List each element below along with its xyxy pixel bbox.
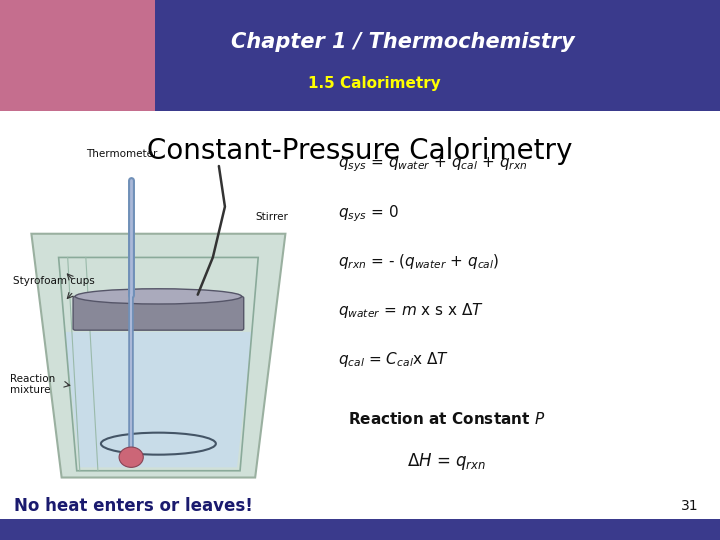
Text: Thermometer: Thermometer [86,149,158,159]
Polygon shape [65,332,252,467]
Text: Reaction
mixture: Reaction mixture [10,374,55,395]
Text: $\Delta$$H$ = $q_{rxn}$: $\Delta$$H$ = $q_{rxn}$ [407,451,486,472]
Text: 31: 31 [681,499,698,513]
Text: $q_{cal}$ = $C_{cal}$x $\Delta$$T$: $q_{cal}$ = $C_{cal}$x $\Delta$$T$ [338,349,449,369]
Text: $q_{water}$ = $m$ x s x $\Delta$$T$: $q_{water}$ = $m$ x s x $\Delta$$T$ [338,301,485,320]
Text: Constant-Pressure Calorimetry: Constant-Pressure Calorimetry [148,137,572,165]
Bar [0,0,155,111]
Bar [0,0,720,111]
Text: Stirrer: Stirrer [255,212,288,222]
Text: $q_{sys}$ = $q_{water}$ + $q_{cal}$ + $q_{rxn}$: $q_{sys}$ = $q_{water}$ + $q_{cal}$ + $q… [338,156,528,174]
Text: Chapter 1 / Thermochemistry: Chapter 1 / Thermochemistry [231,32,575,52]
Text: 1.5 Calorimetry: 1.5 Calorimetry [308,76,441,91]
Ellipse shape [75,289,242,304]
Polygon shape [32,234,285,477]
Text: No heat enters or leaves!: No heat enters or leaves! [14,497,253,515]
Bar [0,519,720,540]
Bar [7,173,310,511]
Text: Reaction at Constant $P$: Reaction at Constant $P$ [348,410,545,427]
Text: $q_{sys}$ = 0: $q_{sys}$ = 0 [338,203,399,224]
Bar [0,0,155,111]
Text: Styrofoam cups: Styrofoam cups [13,276,95,286]
Text: $q_{rxn}$ = - ($q_{water}$ + $q_{cal}$): $q_{rxn}$ = - ($q_{water}$ + $q_{cal}$) [338,252,500,272]
FancyBboxPatch shape [73,296,243,330]
Ellipse shape [119,447,143,467]
